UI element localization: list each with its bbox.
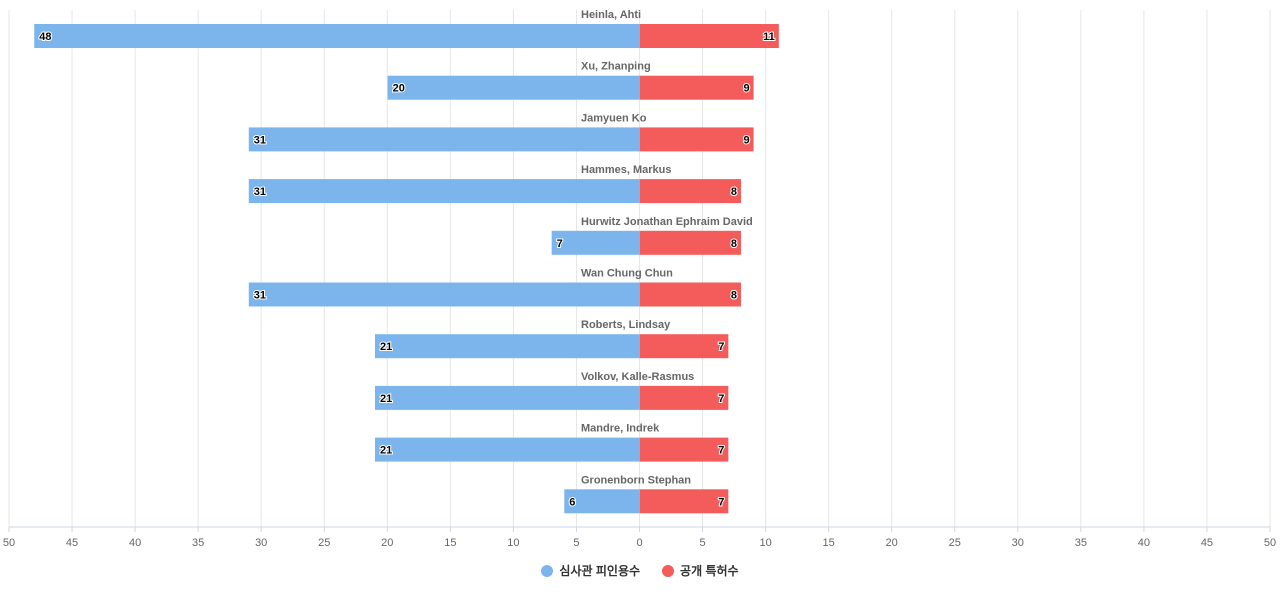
category-label: Xu, Zhanping (581, 61, 651, 73)
chart-legend: 심사관 피인용수 공개 특허수 (0, 562, 1280, 579)
category-label: Volkov, Kalle-Rasmus (581, 371, 694, 383)
data-label-patents: 7 (718, 445, 724, 457)
bar-patents (640, 282, 741, 307)
legend-marker-patents (662, 564, 675, 577)
x-tick-label: 15 (444, 537, 456, 549)
diverging-bar-chart: 50 45 40 35 30 25 20 15 10 5 0 5 10 15 20 25 30 35 40 45 50H… (3, 9, 1276, 549)
data-label-citations: 7 (557, 238, 563, 250)
bar-patents (640, 489, 729, 514)
data-label-patents: 8 (731, 290, 737, 302)
bar-citations (248, 179, 640, 204)
bar-patents (640, 437, 729, 462)
x-tick-label: 25 (318, 537, 330, 549)
bar-citations (564, 489, 640, 514)
data-label-patents: 9 (743, 134, 749, 146)
bar-citations (374, 437, 640, 462)
category-label: Hammes, Markus (581, 164, 672, 176)
x-tick-label: 50 (3, 537, 15, 549)
data-label-citations: 48 (39, 31, 51, 43)
data-label-citations: 31 (254, 290, 266, 302)
category-label: Heinla, Ahti (581, 9, 641, 21)
x-tick-label: 30 (255, 537, 267, 549)
x-tick-label: 30 (1012, 537, 1024, 549)
data-label-patents: 8 (731, 186, 737, 198)
data-label-citations: 21 (380, 445, 392, 457)
x-tick-label: 25 (949, 537, 961, 549)
category-label: Wan Chung Chun (581, 268, 673, 280)
data-label-patents: 7 (718, 393, 724, 405)
legend-marker-citations (541, 564, 554, 577)
x-tick-label: 45 (66, 537, 78, 549)
x-tick-label: 50 (1264, 537, 1276, 549)
bar-citations (248, 127, 640, 152)
bar-patents (640, 24, 779, 48)
category-label: Hurwitz Jonathan Ephraim David (581, 216, 753, 228)
bar-patents (640, 230, 741, 255)
bar-patents (640, 334, 729, 359)
data-label-citations: 21 (380, 341, 392, 353)
category-label: Roberts, Lindsay (581, 319, 671, 331)
bar-citations (551, 230, 640, 255)
legend-item-patents[interactable]: 공개 특허수 (662, 562, 739, 579)
bar-citations (34, 24, 641, 48)
bar-citations (248, 282, 640, 307)
x-tick-label: 5 (699, 537, 705, 549)
category-label: Jamyuen Ko (581, 112, 647, 124)
data-label-patents: 11 (763, 31, 775, 43)
x-tick-label: 20 (886, 537, 898, 549)
bar-patents (640, 127, 754, 152)
data-label-patents: 7 (718, 496, 724, 508)
data-label-patents: 7 (718, 341, 724, 353)
data-label-citations: 31 (254, 134, 266, 146)
x-tick-label: 15 (823, 537, 835, 549)
x-tick-label: 5 (573, 537, 579, 549)
bar-citations (374, 385, 640, 410)
x-tick-label: 10 (759, 537, 771, 549)
data-label-patents: 8 (731, 238, 737, 250)
data-label-citations: 21 (380, 393, 392, 405)
x-tick-label: 40 (1138, 537, 1150, 549)
data-label-patents: 9 (743, 83, 749, 95)
x-tick-label: 35 (192, 537, 204, 549)
bar-citations (387, 75, 640, 100)
category-label: Gronenborn Stephan (581, 474, 691, 486)
x-tick-label: 35 (1075, 537, 1087, 549)
x-tick-label: 45 (1201, 537, 1213, 549)
data-label-citations: 20 (393, 83, 405, 95)
legend-label-citations: 심사관 피인용수 (559, 564, 641, 578)
bar-citations (374, 334, 640, 359)
x-tick-label: 10 (507, 537, 519, 549)
category-label: Mandre, Indrek (581, 423, 660, 435)
legend-label-patents: 공개 특허수 (680, 564, 739, 578)
bar-patents (640, 385, 729, 410)
x-tick-label: 20 (381, 537, 393, 549)
x-tick-label: 0 (636, 537, 642, 549)
data-label-citations: 6 (569, 496, 575, 508)
bar-patents (640, 75, 754, 100)
legend-item-citations[interactable]: 심사관 피인용수 (541, 562, 640, 579)
data-label-citations: 31 (254, 186, 266, 198)
bar-patents (640, 179, 741, 204)
x-tick-label: 40 (129, 537, 141, 549)
